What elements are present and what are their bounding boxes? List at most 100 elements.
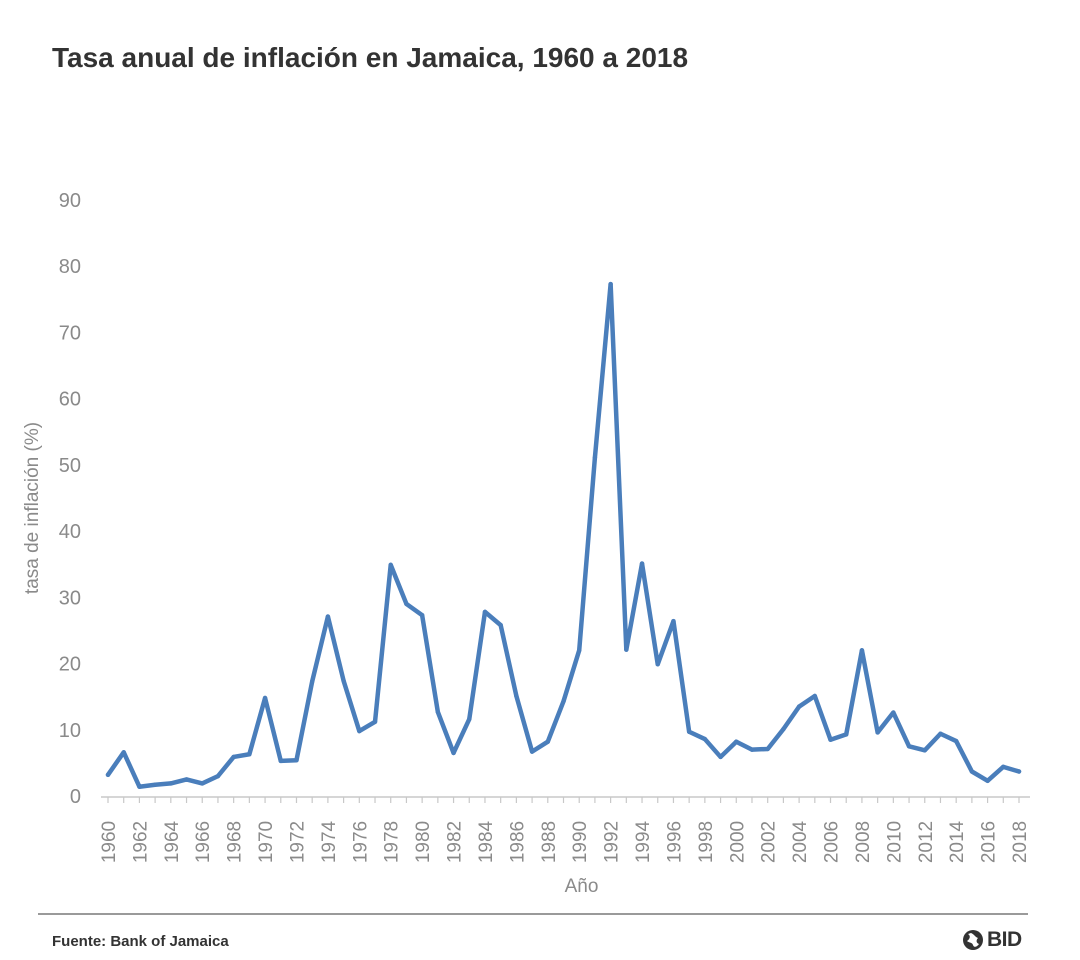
x-tick-label: 1988 bbox=[539, 821, 560, 863]
data-point bbox=[137, 784, 142, 789]
x-tick-label: 1970 bbox=[256, 821, 277, 863]
data-point bbox=[969, 769, 975, 774]
data-point bbox=[859, 648, 865, 653]
y-tick-label: 10 bbox=[59, 720, 81, 742]
data-point bbox=[184, 777, 189, 782]
data-point bbox=[200, 781, 205, 786]
x-tick-label: 2016 bbox=[979, 821, 1000, 863]
data-point bbox=[498, 622, 503, 628]
data-point bbox=[844, 732, 849, 737]
data-point bbox=[514, 693, 519, 699]
data-point bbox=[372, 719, 378, 725]
data-point bbox=[577, 648, 582, 653]
data-point bbox=[435, 709, 441, 715]
data-point bbox=[686, 729, 692, 734]
data-point bbox=[467, 716, 472, 722]
x-tick-label: 1982 bbox=[445, 821, 466, 863]
data-point bbox=[671, 618, 676, 624]
x-tick-label: 2014 bbox=[947, 820, 968, 863]
data-point bbox=[796, 704, 802, 709]
data-point bbox=[419, 613, 425, 618]
y-tick-label: 70 bbox=[59, 322, 81, 344]
y-axis-label: tasa de inflación (%) bbox=[22, 422, 43, 594]
data-point bbox=[278, 758, 283, 764]
y-tick-label: 80 bbox=[59, 256, 81, 278]
chart-title: Tasa anual de inflación en Jamaica, 1960… bbox=[52, 42, 689, 73]
data-point bbox=[451, 750, 456, 756]
x-tick-label: 1992 bbox=[602, 821, 623, 863]
x-tick-label: 1998 bbox=[696, 821, 717, 863]
bid-globe-icon bbox=[963, 930, 983, 950]
data-point bbox=[655, 662, 660, 667]
x-tick-label: 1962 bbox=[130, 821, 151, 863]
x-tick-label: 1960 bbox=[99, 821, 120, 863]
bid-logo: BID bbox=[962, 928, 1022, 952]
y-tick-label: 40 bbox=[59, 521, 81, 543]
data-point bbox=[734, 739, 739, 744]
x-axis-ticks: 1960 1962 1964 1966 1968 1970 1972 1974 1976 1978… bbox=[99, 797, 1031, 863]
data-point bbox=[152, 782, 158, 787]
x-tick-label: 2000 bbox=[727, 821, 748, 863]
x-tick-label: 1980 bbox=[413, 821, 434, 863]
data-point bbox=[702, 736, 708, 742]
x-tick-label: 2008 bbox=[853, 821, 874, 863]
source-note: Fuente: Bank of Jamaica bbox=[52, 933, 229, 950]
data-point bbox=[262, 695, 268, 701]
x-tick-label: 2012 bbox=[916, 821, 937, 863]
footer-divider bbox=[38, 913, 1028, 915]
x-tick-label: 1976 bbox=[350, 821, 371, 863]
data-point bbox=[325, 614, 331, 619]
x-tick-label: 1968 bbox=[225, 821, 246, 863]
x-tick-label: 2004 bbox=[790, 820, 811, 863]
data-point bbox=[294, 758, 299, 763]
data-point bbox=[953, 738, 959, 744]
data-point bbox=[247, 752, 252, 757]
x-tick-label: 1986 bbox=[507, 821, 528, 863]
data-point bbox=[168, 781, 174, 786]
data-point bbox=[357, 728, 362, 734]
x-tick-label: 1984 bbox=[476, 820, 497, 863]
x-tick-label: 1964 bbox=[162, 820, 183, 863]
y-tick-label: 30 bbox=[59, 587, 81, 609]
x-tick-label: 1996 bbox=[664, 821, 685, 863]
data-point bbox=[561, 699, 566, 704]
data-point bbox=[828, 737, 833, 742]
data-point bbox=[938, 731, 943, 736]
data-point bbox=[121, 750, 126, 755]
x-tick-label: 1990 bbox=[570, 821, 591, 863]
data-point bbox=[718, 754, 723, 760]
x-axis-label: Año bbox=[565, 876, 599, 897]
data-point bbox=[105, 772, 111, 778]
data-point bbox=[404, 601, 409, 607]
data-point bbox=[388, 562, 393, 568]
data-point bbox=[545, 739, 550, 744]
data-point bbox=[529, 749, 535, 754]
x-tick-label: 1978 bbox=[382, 821, 403, 863]
data-point bbox=[765, 746, 770, 752]
series-points bbox=[105, 281, 1022, 789]
x-tick-label: 1972 bbox=[287, 821, 308, 863]
data-point bbox=[812, 693, 818, 699]
data-point bbox=[215, 773, 221, 779]
data-point bbox=[309, 679, 315, 684]
y-tick-label: 0 bbox=[70, 786, 81, 808]
x-tick-label: 1994 bbox=[633, 820, 654, 863]
data-point bbox=[891, 710, 896, 715]
bid-logo-text: BID bbox=[987, 928, 1022, 951]
data-point bbox=[1016, 769, 1022, 774]
data-point bbox=[341, 678, 346, 683]
y-tick-label: 20 bbox=[59, 654, 81, 676]
x-tick-label: 1974 bbox=[319, 820, 340, 863]
x-tick-label: 1966 bbox=[193, 821, 214, 863]
x-tick-label: 2002 bbox=[759, 821, 780, 863]
y-tick-label: 50 bbox=[59, 455, 81, 477]
data-point bbox=[781, 726, 786, 732]
data-point bbox=[906, 744, 912, 749]
data-point bbox=[985, 778, 990, 783]
data-point bbox=[624, 647, 629, 652]
data-point bbox=[1001, 764, 1006, 770]
data-point bbox=[875, 730, 880, 735]
series-line bbox=[105, 281, 1022, 789]
y-axis-ticks: 0 10 20 30 40 50 60 70 80 90 bbox=[59, 190, 81, 808]
